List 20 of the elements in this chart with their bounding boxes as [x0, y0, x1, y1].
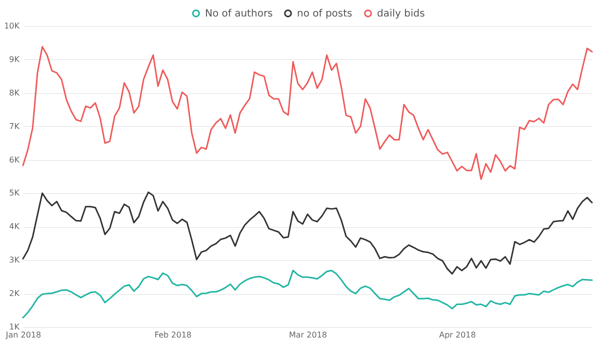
line-series	[22, 270, 593, 318]
y-tick-label: 3K	[9, 256, 20, 265]
y-tick-label: 4K	[9, 222, 20, 232]
x-tick-label: Feb 2018	[154, 330, 192, 340]
y-tick-label: 7K	[9, 122, 20, 131]
legend-label: no of posts	[297, 8, 352, 20]
x-tick-label: Jan 2018	[4, 330, 42, 340]
y-tick-label: 5K	[9, 188, 20, 198]
x-tick-label: Mar 2018	[289, 330, 327, 340]
y-tick-label: 10K	[4, 22, 20, 30]
legend-label: No of authors	[205, 8, 273, 20]
legend-label: daily bids	[377, 8, 425, 20]
y-tick-label: 9K	[9, 54, 20, 64]
line-series	[22, 191, 593, 275]
x-tick-label: Apr 2018	[439, 330, 476, 340]
line-series	[22, 46, 593, 180]
y-tick-label: 1K	[9, 322, 20, 332]
y-tick-label: 8K	[9, 88, 20, 98]
y-tick-label: 6K	[9, 155, 20, 164]
y-tick-label: 2K	[9, 289, 20, 298]
